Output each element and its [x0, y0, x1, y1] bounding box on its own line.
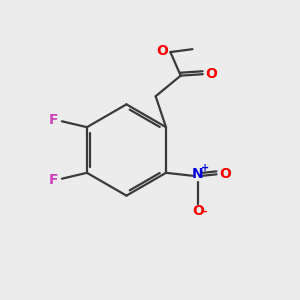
Text: F: F — [48, 113, 58, 128]
Text: O: O — [192, 204, 204, 218]
Text: O: O — [156, 44, 168, 58]
Text: O: O — [206, 67, 218, 81]
Text: +: + — [201, 164, 209, 173]
Text: -: - — [202, 207, 207, 217]
Text: O: O — [219, 167, 231, 181]
Text: N: N — [192, 167, 204, 181]
Text: F: F — [48, 172, 58, 187]
